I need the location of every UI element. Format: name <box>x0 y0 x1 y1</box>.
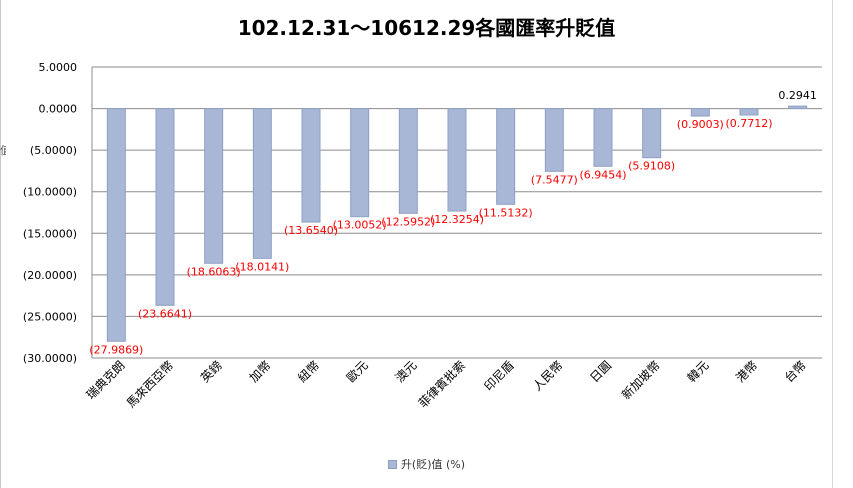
x-tick-label: 韓元 <box>685 358 712 385</box>
x-tick-label: 澳元 <box>393 358 420 385</box>
data-label: 0.2941 <box>778 89 817 102</box>
y-tick-label: (25.0000) <box>23 310 77 323</box>
bar <box>204 108 224 264</box>
bar <box>350 108 370 218</box>
legend-swatch <box>387 459 397 469</box>
x-tick-label: 港幣 <box>733 358 760 385</box>
x-tick-label: 印尼盾 <box>481 358 516 393</box>
bar <box>155 108 175 306</box>
y-tick-label: (10.0000) <box>23 186 77 199</box>
data-label: (27.9869) <box>89 343 143 356</box>
x-tick-label: 日圓 <box>587 358 614 385</box>
left-border <box>0 0 1 488</box>
bar <box>496 108 516 205</box>
bar <box>544 108 564 172</box>
data-label: (13.6540) <box>284 224 338 237</box>
chart-title: 102.12.31～10612.29各國匯率升貶值 <box>237 16 616 40</box>
data-label: (18.0141) <box>235 260 289 273</box>
data-label: (12.5952) <box>381 215 435 228</box>
bar <box>106 108 126 342</box>
y-tick-label: 5.0000 <box>39 61 78 74</box>
data-label: (5.9108) <box>628 160 675 173</box>
x-tick-label: 新加坡幣 <box>618 358 663 403</box>
x-tick-label: 英鎊 <box>197 358 225 386</box>
bar <box>252 108 272 259</box>
bar <box>642 108 662 159</box>
bar <box>788 105 808 110</box>
x-tick-label: 加幣 <box>247 358 274 385</box>
x-tick-label: 紐幣 <box>295 358 322 385</box>
y-tick-label: (5.0000) <box>30 144 77 157</box>
legend: 升(貶)值 (%) <box>0 456 853 472</box>
data-label: (23.6641) <box>138 307 192 320</box>
data-label: (13.0052) <box>333 219 387 232</box>
data-label: (0.9003) <box>677 118 724 131</box>
right-border <box>832 0 833 488</box>
data-label: (12.3254) <box>430 213 484 226</box>
cut-off-axis-title: 值 <box>0 144 6 157</box>
legend-label: 升(貶)值 (%) <box>400 458 466 471</box>
data-label: (18.6063) <box>187 265 241 278</box>
bar <box>690 108 710 117</box>
data-label: (11.5132) <box>479 206 533 219</box>
bar <box>301 108 321 223</box>
bar <box>593 108 613 167</box>
x-tick-label: 馬來西亞幣 <box>124 358 176 410</box>
x-tick-label: 瑞典克朗 <box>84 358 128 402</box>
x-tick-label: 歐元 <box>343 358 371 386</box>
bar <box>398 108 418 214</box>
y-tick-label: (30.0000) <box>23 352 77 365</box>
data-label: (7.5477) <box>531 173 578 186</box>
bar <box>447 108 467 212</box>
bar <box>739 108 759 116</box>
x-tick-label: 人民幣 <box>530 358 565 393</box>
y-tick-label: 0.0000 <box>39 103 78 116</box>
y-tick-label: (15.0000) <box>23 227 77 240</box>
x-tick-label: 台幣 <box>781 358 809 386</box>
data-label: (6.9454) <box>579 168 626 181</box>
x-tick-label: 菲律賓批索 <box>415 358 468 411</box>
data-label: (0.7712) <box>725 117 772 130</box>
y-tick-label: (20.0000) <box>23 269 77 282</box>
